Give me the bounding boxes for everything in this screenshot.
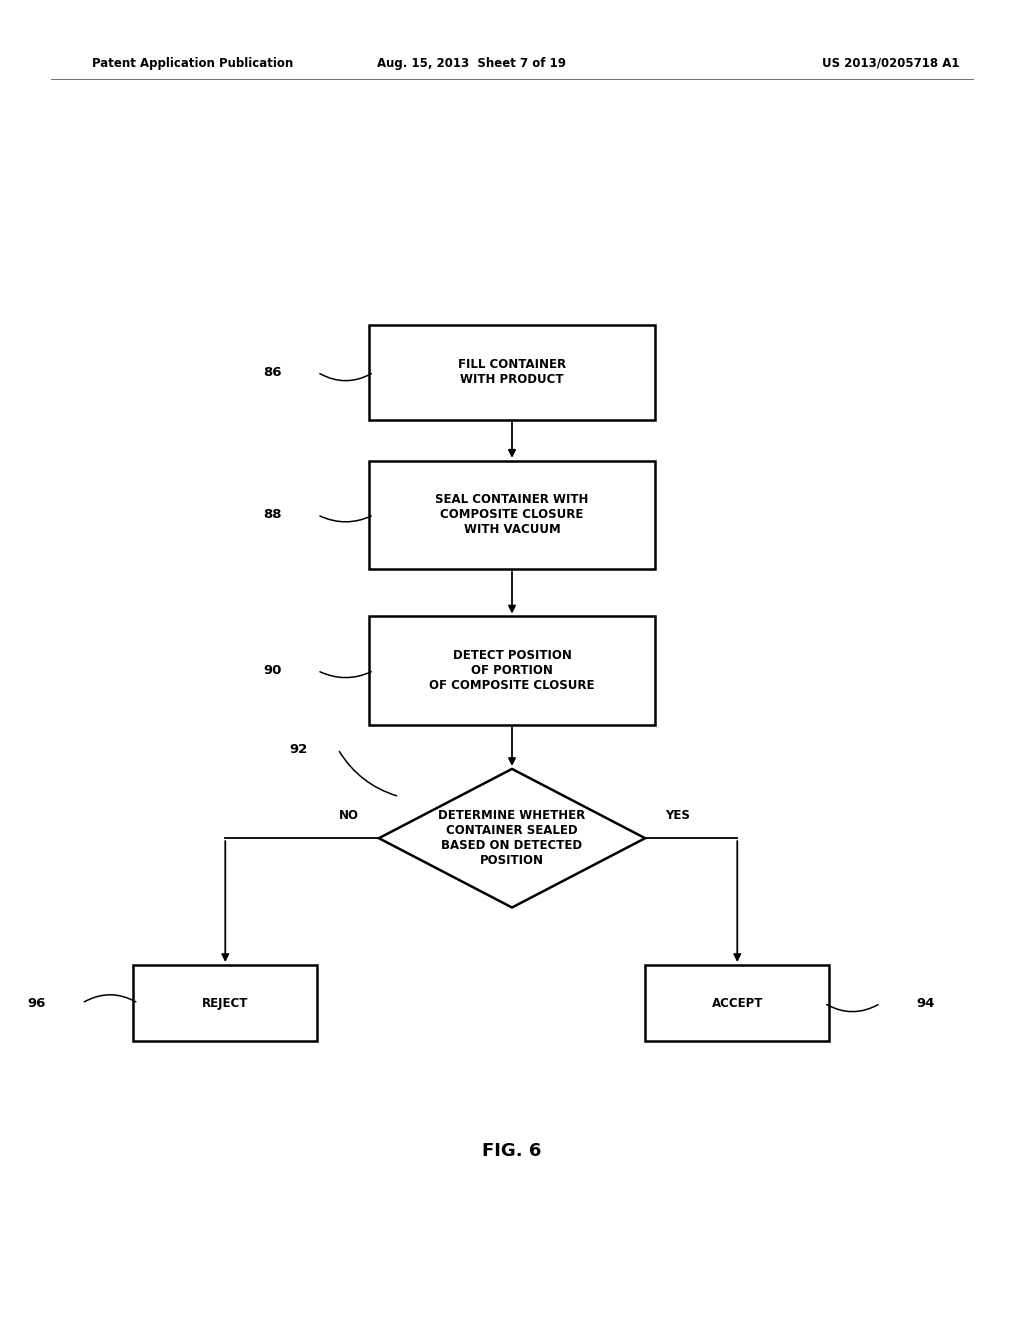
Bar — [369, 616, 655, 725]
Text: YES: YES — [666, 809, 690, 822]
Bar — [645, 965, 829, 1041]
Text: NO: NO — [338, 809, 358, 822]
Text: REJECT: REJECT — [202, 997, 249, 1010]
Text: 96: 96 — [28, 997, 46, 1010]
Bar — [369, 325, 655, 420]
Text: ACCEPT: ACCEPT — [712, 997, 763, 1010]
Bar — [133, 965, 317, 1041]
Text: DETECT POSITION
OF PORTION
OF COMPOSITE CLOSURE: DETECT POSITION OF PORTION OF COMPOSITE … — [429, 649, 595, 692]
Text: FILL CONTAINER
WITH PRODUCT: FILL CONTAINER WITH PRODUCT — [458, 358, 566, 387]
Text: 94: 94 — [916, 997, 935, 1010]
Text: DETERMINE WHETHER
CONTAINER SEALED
BASED ON DETECTED
POSITION: DETERMINE WHETHER CONTAINER SEALED BASED… — [438, 809, 586, 867]
Text: 90: 90 — [263, 664, 282, 677]
Text: SEAL CONTAINER WITH
COMPOSITE CLOSURE
WITH VACUUM: SEAL CONTAINER WITH COMPOSITE CLOSURE WI… — [435, 494, 589, 536]
Text: 86: 86 — [263, 366, 282, 379]
Text: Patent Application Publication: Patent Application Publication — [92, 57, 294, 70]
Text: FIG. 6: FIG. 6 — [482, 1142, 542, 1160]
Text: 88: 88 — [263, 508, 282, 521]
Text: US 2013/0205718 A1: US 2013/0205718 A1 — [822, 57, 959, 70]
Bar — [369, 461, 655, 569]
Text: 92: 92 — [289, 743, 307, 755]
Polygon shape — [379, 768, 645, 908]
Text: Aug. 15, 2013  Sheet 7 of 19: Aug. 15, 2013 Sheet 7 of 19 — [377, 57, 565, 70]
